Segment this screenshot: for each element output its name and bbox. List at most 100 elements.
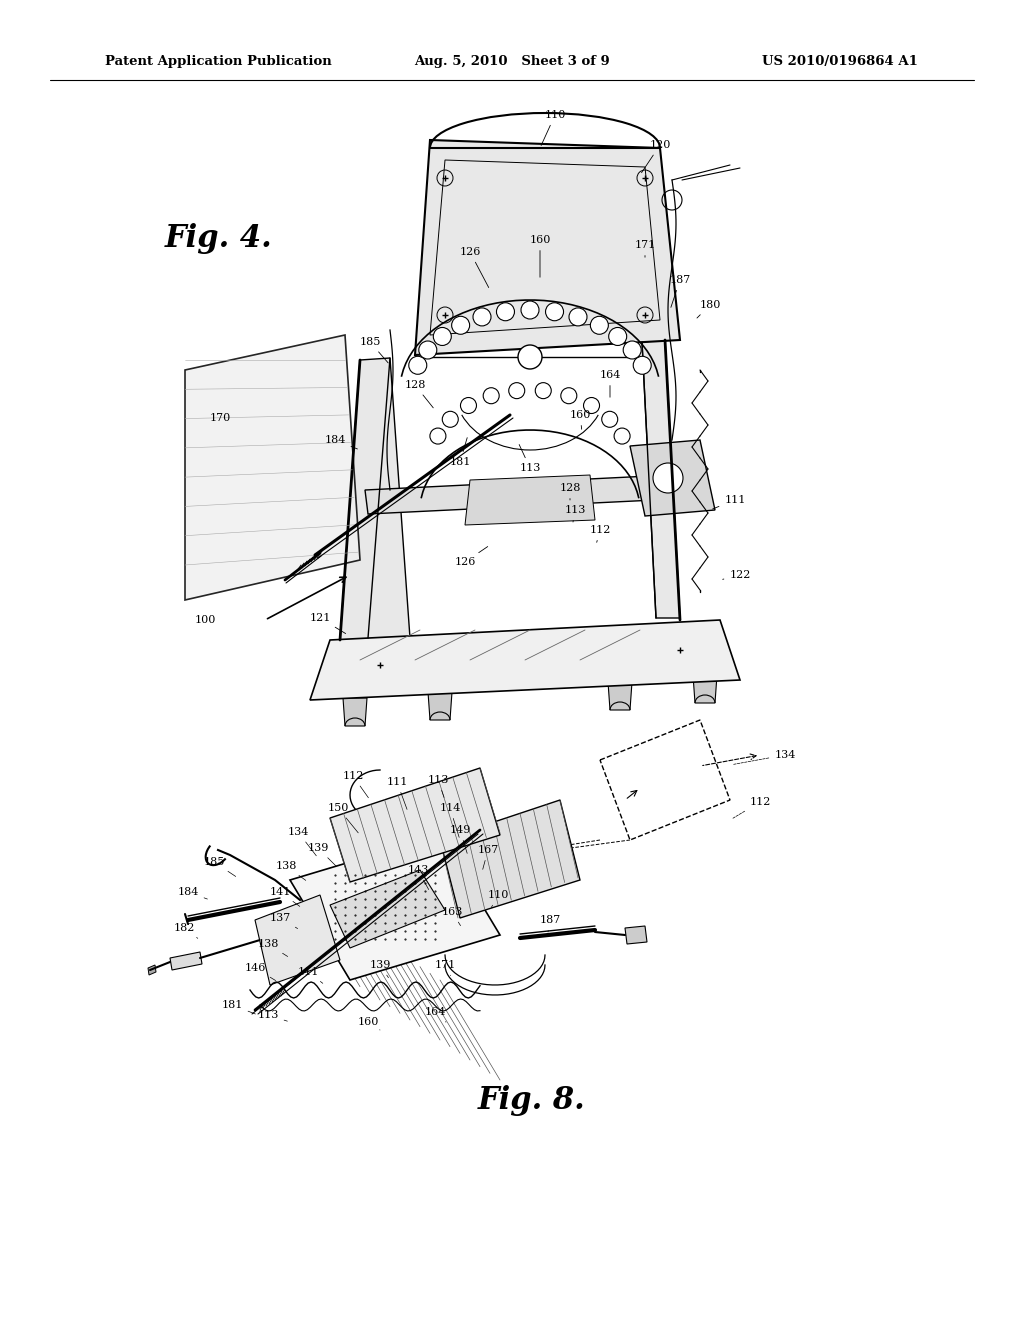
Text: 139: 139 <box>370 960 391 978</box>
Text: 137: 137 <box>269 913 298 928</box>
Text: 113: 113 <box>257 1010 288 1022</box>
Text: 187: 187 <box>540 915 560 932</box>
Text: 150: 150 <box>328 803 358 833</box>
Text: 112: 112 <box>590 525 610 543</box>
Text: 111: 111 <box>386 777 408 809</box>
Circle shape <box>518 345 542 370</box>
Polygon shape <box>415 140 680 355</box>
Circle shape <box>653 463 683 492</box>
Text: 110: 110 <box>487 890 509 908</box>
Text: 126: 126 <box>460 247 488 288</box>
Polygon shape <box>365 477 655 513</box>
Polygon shape <box>343 698 367 726</box>
Text: 121: 121 <box>309 612 346 634</box>
Circle shape <box>521 301 539 319</box>
Circle shape <box>569 308 587 326</box>
Text: 182: 182 <box>173 923 198 939</box>
Text: 113: 113 <box>519 445 541 473</box>
Text: Patent Application Publication: Patent Application Publication <box>105 55 332 69</box>
Text: 143: 143 <box>408 865 429 890</box>
Text: Aug. 5, 2010   Sheet 3 of 9: Aug. 5, 2010 Sheet 3 of 9 <box>414 55 610 69</box>
Circle shape <box>497 302 514 321</box>
Polygon shape <box>255 895 340 985</box>
Text: 128: 128 <box>404 380 433 408</box>
Text: 171: 171 <box>434 960 456 975</box>
Text: 122: 122 <box>723 570 751 579</box>
Text: 160: 160 <box>529 235 551 277</box>
Circle shape <box>509 383 524 399</box>
Text: 180: 180 <box>697 300 721 318</box>
Text: 111: 111 <box>297 968 323 983</box>
Text: 111: 111 <box>713 495 745 510</box>
Text: 134: 134 <box>288 828 316 855</box>
Text: US 2010/0196864 A1: US 2010/0196864 A1 <box>762 55 918 69</box>
Polygon shape <box>340 358 410 640</box>
Polygon shape <box>290 836 500 979</box>
Circle shape <box>608 327 627 346</box>
Text: 187: 187 <box>670 275 690 308</box>
Text: 163: 163 <box>441 907 463 925</box>
Circle shape <box>561 388 577 404</box>
Circle shape <box>452 317 470 334</box>
Circle shape <box>409 356 427 375</box>
Circle shape <box>536 383 551 399</box>
Polygon shape <box>330 870 445 948</box>
Circle shape <box>473 308 490 326</box>
Text: Fig. 8.: Fig. 8. <box>478 1085 586 1115</box>
Text: 149: 149 <box>450 825 471 853</box>
Text: 181: 181 <box>450 438 471 467</box>
Polygon shape <box>693 675 717 704</box>
Text: 138: 138 <box>257 939 288 957</box>
Polygon shape <box>608 682 632 710</box>
Circle shape <box>461 397 476 413</box>
Text: 128: 128 <box>559 483 581 500</box>
Text: 164: 164 <box>424 1007 446 1022</box>
Polygon shape <box>185 335 360 601</box>
Circle shape <box>430 428 445 444</box>
Polygon shape <box>148 965 156 975</box>
Text: 185: 185 <box>359 337 388 363</box>
Polygon shape <box>330 768 500 882</box>
Text: 110: 110 <box>541 110 565 145</box>
Circle shape <box>614 428 630 444</box>
Circle shape <box>419 341 437 359</box>
Text: 134: 134 <box>733 750 796 764</box>
Circle shape <box>433 327 452 346</box>
Circle shape <box>483 388 499 404</box>
Polygon shape <box>465 475 595 525</box>
Circle shape <box>584 397 599 413</box>
Text: 141: 141 <box>269 887 300 907</box>
Text: 112: 112 <box>342 771 369 797</box>
Text: 126: 126 <box>455 546 487 568</box>
Text: 100: 100 <box>195 615 216 624</box>
Text: 160: 160 <box>569 411 591 429</box>
Text: 139: 139 <box>307 843 336 866</box>
Polygon shape <box>630 440 715 516</box>
Text: 185: 185 <box>204 857 236 876</box>
Polygon shape <box>428 692 452 719</box>
Text: 184: 184 <box>177 887 208 899</box>
Text: 171: 171 <box>635 240 655 257</box>
Circle shape <box>591 317 608 334</box>
Circle shape <box>624 341 641 359</box>
Polygon shape <box>642 341 680 618</box>
Text: 146: 146 <box>245 964 275 981</box>
Text: 114: 114 <box>439 803 461 837</box>
Text: 113: 113 <box>427 775 449 797</box>
Text: 120: 120 <box>642 140 671 173</box>
Text: 112: 112 <box>732 797 771 818</box>
Circle shape <box>602 412 617 428</box>
Text: 138: 138 <box>275 861 306 880</box>
Text: 164: 164 <box>599 370 621 397</box>
Polygon shape <box>625 927 647 944</box>
Text: Fig. 4.: Fig. 4. <box>165 223 272 253</box>
Polygon shape <box>310 620 740 700</box>
Circle shape <box>546 302 563 321</box>
Text: 167: 167 <box>477 845 499 870</box>
Circle shape <box>442 412 459 428</box>
Text: 181: 181 <box>221 1001 255 1014</box>
Text: 160: 160 <box>357 1016 380 1030</box>
Text: 170: 170 <box>210 413 231 422</box>
Circle shape <box>633 356 651 375</box>
Polygon shape <box>170 952 202 970</box>
